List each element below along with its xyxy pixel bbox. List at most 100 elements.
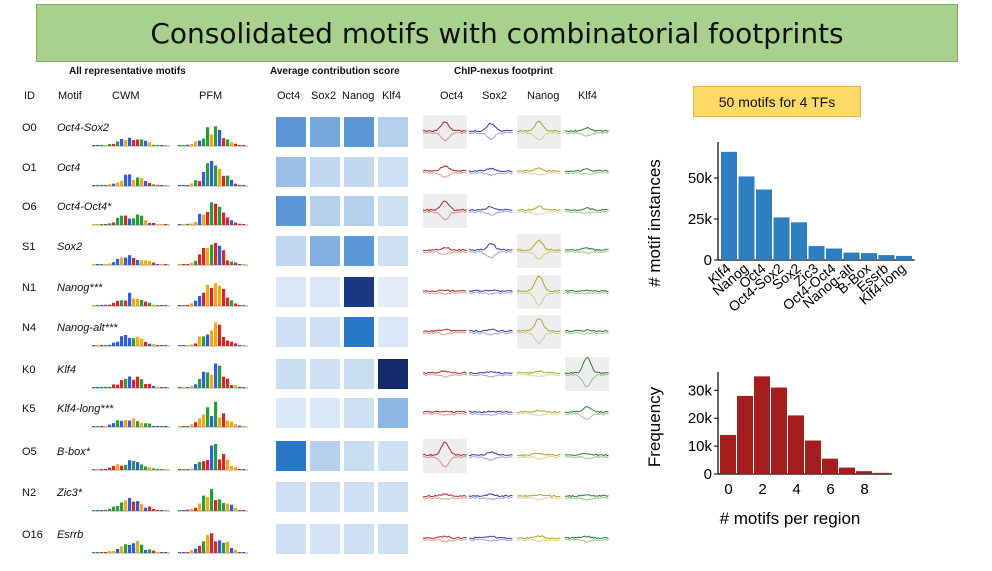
row-id: N2 — [22, 487, 37, 499]
row-motif-name: Nanog*** — [57, 282, 103, 294]
contrib-cell-oct4 — [276, 117, 306, 147]
row-id: N4 — [22, 322, 37, 334]
histogram-bar — [805, 440, 821, 474]
pfm-logo — [178, 283, 248, 307]
y-tick-label: 10k — [688, 438, 713, 455]
row-motif-name: Oct4-Oct4* — [57, 201, 112, 213]
row-motif-name: Sox2 — [57, 241, 83, 253]
histogram-bar — [856, 471, 872, 474]
bar — [861, 253, 877, 260]
contrib-cell-oct4 — [276, 157, 306, 187]
footprint-nanog — [517, 205, 561, 216]
pfm-logo — [178, 443, 248, 471]
pfm-logo — [178, 126, 248, 147]
row-motif-name: Zic3* — [57, 487, 83, 499]
footprint-sox2 — [469, 122, 513, 141]
footprint-oct4 — [423, 289, 467, 295]
x-tick-label: 2 — [758, 481, 766, 498]
contrib-cell-nanog — [344, 482, 374, 512]
contrib-cell-oct4 — [276, 277, 306, 307]
bar — [896, 255, 912, 260]
col-header-cwm: CWM — [112, 90, 140, 102]
cwm-logo — [92, 214, 170, 226]
y-tick-label: 25k — [688, 211, 713, 228]
footprint-oct4 — [423, 328, 467, 336]
section-motifs-label: All representative motifs — [69, 66, 186, 77]
footprint-klf4 — [565, 126, 609, 137]
pfm-logo — [178, 160, 248, 187]
footprint-oct4 — [423, 194, 467, 228]
footprint-nanog — [517, 535, 561, 543]
x-axis-title: # motifs per region — [720, 509, 861, 528]
contrib-cell-nanog — [344, 277, 374, 307]
footprint-klf4 — [565, 247, 609, 255]
contrib-cell-sox2 — [310, 482, 340, 512]
contrib-cell-nanog — [344, 236, 374, 266]
y-tick-label: 0 — [704, 252, 712, 269]
y-axis-title: # motif instances — [645, 159, 664, 287]
contrib-cell-oct4 — [276, 236, 306, 266]
motif-instances-chart: 025k50kKlf4NanogOct4Oct4-Sox2Sox2Zic3Oct… — [645, 142, 915, 315]
bar — [808, 246, 825, 260]
contrib-cell-klf4 — [378, 196, 408, 226]
contrib-cell-sox2 — [310, 441, 340, 471]
row-id: K0 — [22, 364, 36, 376]
contrib-cell-nanog — [344, 524, 374, 554]
footprint-oct4 — [423, 370, 467, 378]
histogram-bar — [737, 395, 753, 474]
contrib-cell-oct4 — [276, 398, 306, 428]
footprint-oct4 — [423, 410, 467, 416]
pfm-logo — [178, 322, 248, 347]
footprint-nanog — [517, 115, 561, 149]
cwm-logo — [92, 497, 170, 512]
contrib-cell-klf4 — [378, 359, 408, 389]
contrib-cell-sox2 — [310, 236, 340, 266]
footprint-klf4 — [565, 535, 609, 543]
bar — [826, 248, 842, 260]
cwm-logo — [92, 334, 170, 347]
contrib-cell-klf4 — [378, 524, 408, 554]
contrib-cell-sox2 — [310, 196, 340, 226]
footprint-sox2 — [469, 206, 513, 216]
contrib-cell-nanog — [344, 398, 374, 428]
page-title: Consolidated motifs with combinatorial f… — [150, 16, 844, 50]
contrib-cell-nanog — [344, 157, 374, 187]
footprint-nanog — [517, 167, 561, 176]
col-header-contrib-nanog: Nanog — [342, 90, 375, 102]
row-id: K5 — [22, 403, 36, 415]
footprint-nanog — [517, 493, 561, 501]
col-header-contrib-sox2: Sox2 — [311, 90, 337, 102]
bar — [878, 255, 895, 260]
cwm-logo — [92, 137, 170, 147]
contrib-cell-klf4 — [378, 482, 408, 512]
contrib-cell-klf4 — [378, 317, 408, 347]
contrib-cell-oct4 — [276, 524, 306, 554]
contrib-cell-nanog — [344, 359, 374, 389]
cwm-logo — [92, 174, 170, 187]
contrib-cell-klf4 — [378, 157, 408, 187]
footprint-nanog — [517, 369, 561, 378]
contrib-cell-klf4 — [378, 117, 408, 147]
footprint-nanog — [517, 315, 561, 349]
footprint-oct4 — [423, 247, 467, 255]
contrib-cell-oct4 — [276, 317, 306, 347]
bar — [843, 252, 860, 260]
footprint-nanog — [517, 275, 561, 309]
col-header-contrib-klf4: Klf4 — [382, 90, 401, 102]
contrib-cell-nanog — [344, 196, 374, 226]
histogram-bar — [839, 467, 855, 474]
pfm-logo — [178, 533, 248, 554]
footprint-nanog — [517, 409, 561, 417]
cwm-logo — [92, 292, 170, 307]
row-motif-name: Esrrb — [57, 529, 84, 541]
footprint-klf4 — [565, 328, 609, 335]
footprint-sox2 — [469, 410, 513, 416]
contrib-cell-sox2 — [310, 524, 340, 554]
footprint-sox2 — [469, 451, 513, 461]
footprint-sox2 — [469, 167, 513, 177]
contrib-cell-sox2 — [310, 277, 340, 307]
row-motif-name: Oct4-Sox2 — [57, 122, 109, 134]
footprint-sox2 — [469, 289, 513, 295]
section-contrib-label: Average contribution score — [270, 66, 400, 77]
title-banner: Consolidated motifs with combinatorial f… — [36, 4, 958, 62]
